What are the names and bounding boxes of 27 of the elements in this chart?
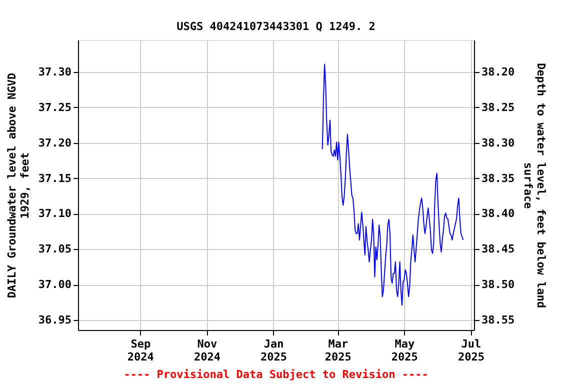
y2-tick-label: 38.55 <box>482 314 515 327</box>
x-tick-label: Jul 2025 <box>458 338 484 364</box>
y2-tick-label: 38.35 <box>482 172 515 185</box>
y-axis-title: DAILY Groundwater level above NGVD 1929, feet <box>5 72 32 298</box>
x-tick-label: Nov 2024 <box>194 338 221 364</box>
y-tick-label: 37.15 <box>38 172 72 185</box>
y-tick-label: 37.20 <box>38 136 72 150</box>
line-series <box>322 64 464 306</box>
x-tick-label: Jan 2025 <box>260 338 288 364</box>
y-tick-label: 37.30 <box>38 65 72 78</box>
y2-tick-label: 38.30 <box>482 136 515 150</box>
y2-axis-title: Depth to water level, feet below land surface <box>522 62 548 308</box>
y-tick-label: 37.10 <box>38 207 72 220</box>
y2-tick-label: 38.40 <box>482 207 515 220</box>
y2-tick-label: 38.50 <box>482 278 515 292</box>
y-tick-label: 37.00 <box>38 278 72 292</box>
chart-title: USGS 404241073443301 Q 1249. 2 <box>176 20 376 33</box>
y-tick-label: 36.95 <box>38 314 72 327</box>
y2-tick-label: 38.45 <box>482 242 515 256</box>
text: ---- Provisional Data Subject to Revision ---- <box>124 368 428 381</box>
y-tick-label: 37.25 <box>38 100 72 114</box>
y2-tick-label: 38.25 <box>482 100 515 114</box>
x-tick-label: Mar 2025 <box>324 338 352 364</box>
x-tick-label: Sep 2024 <box>127 338 154 364</box>
x-tick-label: May 2025 <box>391 338 418 364</box>
y2-tick-label: 38.20 <box>482 65 515 78</box>
y-tick-label: 37.05 <box>38 242 72 256</box>
